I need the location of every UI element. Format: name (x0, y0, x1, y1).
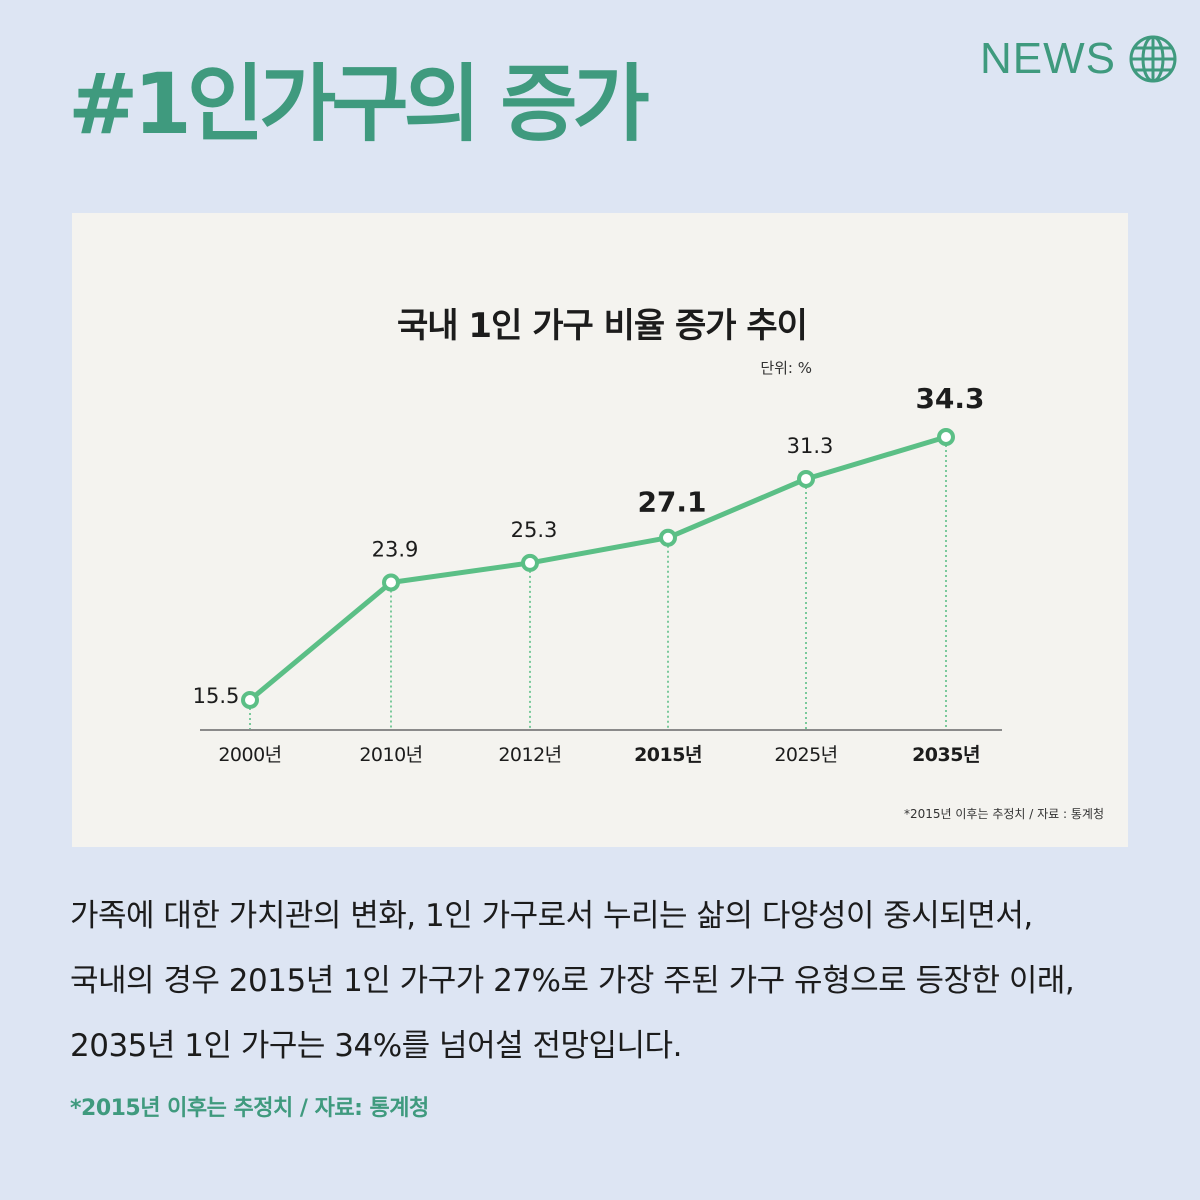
data-label: 27.1 (637, 486, 706, 519)
chart-card: 국내 1인 가구 비율 증가 추이 단위: % 15.5 23.9 25.3 27.1… (72, 213, 1128, 847)
chart-source-note: *2015년 이후는 추정치 / 자료 : 통계청 (904, 807, 1104, 821)
x-tick-label: 2010년 (359, 744, 422, 766)
news-badge: NEWS (980, 34, 1178, 84)
data-point (659, 528, 677, 547)
x-tick-label: 2000년 (218, 744, 281, 766)
data-point (241, 691, 259, 709)
x-tick-label: 2012년 (498, 744, 561, 766)
data-label: 23.9 (372, 537, 419, 561)
x-tick-label: 2025년 (774, 744, 837, 766)
chart-title: 국내 1인 가구 비율 증가 추이 (397, 306, 807, 346)
description-line: 가족에 대한 가치관의 변화, 1인 가구로서 누리는 삶의 다양성이 중시되면… (70, 898, 1033, 934)
x-tick-label: 2035년 (912, 744, 980, 766)
line-chart: 국내 1인 가구 비율 증가 추이 단위: % 15.5 23.9 25.3 27.1… (193, 306, 1104, 821)
series-line (247, 434, 949, 703)
data-point (797, 469, 815, 488)
globe-icon (1129, 35, 1177, 83)
description-line: 국내의 경우 2015년 1인 가구가 27%로 가장 주된 가구 유형으로 등… (70, 963, 1075, 999)
news-label: NEWS (980, 34, 1116, 83)
data-label: 34.3 (915, 382, 984, 415)
data-label: 25.3 (511, 518, 558, 542)
description-line: 2035년 1인 가구는 34%를 넘어설 전망입니다. (70, 1028, 682, 1064)
chart-unit-label: 단위: % (760, 359, 812, 377)
data-point (521, 553, 539, 572)
data-point (937, 428, 955, 446)
page-title: #1인가구의 증가 (68, 55, 650, 153)
footnote: *2015년 이후는 추정치 / 자료: 통계청 (70, 1096, 429, 1121)
data-label: 15.5 (193, 684, 240, 708)
x-tick-label: 2015년 (634, 744, 702, 766)
data-point (382, 573, 400, 592)
description-text: 가족에 대한 가치관의 변화, 1인 가구로서 누리는 삶의 다양성이 중시되면… (70, 884, 1170, 1079)
data-label: 31.3 (787, 434, 834, 458)
